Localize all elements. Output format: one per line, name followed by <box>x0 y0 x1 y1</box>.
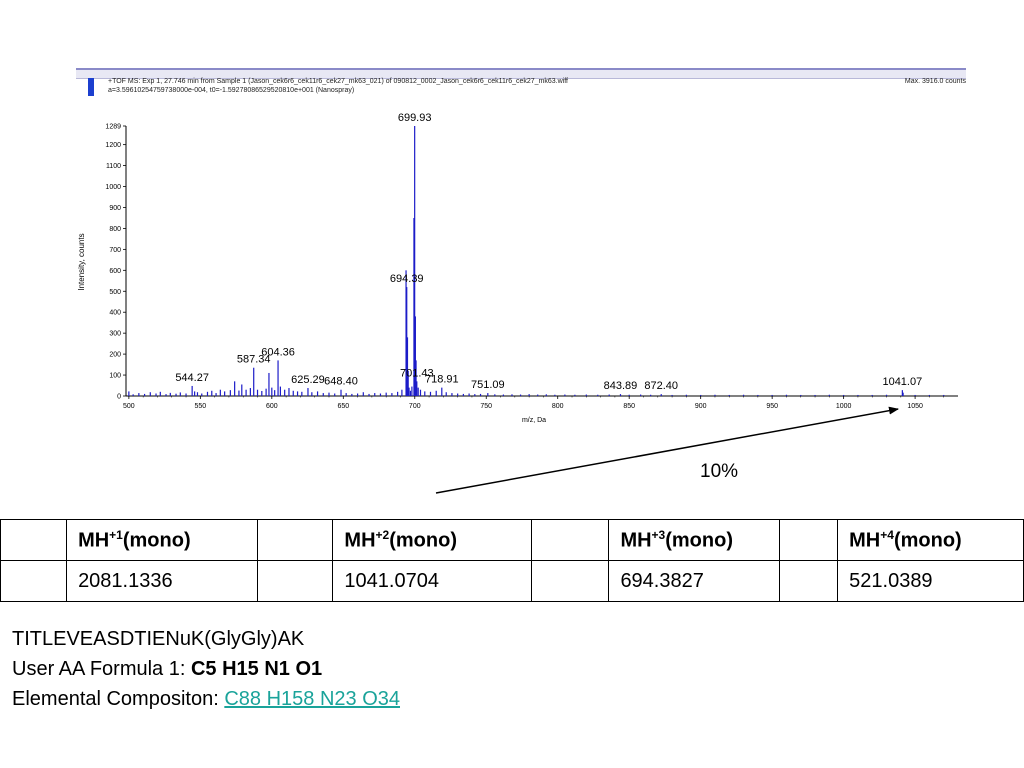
header-info-line-2: a=3.59610254759738000e-004, t0=-1.592780… <box>108 87 355 94</box>
formula-label: User AA Formula 1: <box>12 658 191 680</box>
peak-label: 751.09 <box>471 379 505 391</box>
header-max-counts: Max. 3916.0 counts <box>904 78 966 85</box>
peak-label: 604.36 <box>261 346 295 358</box>
y-tick-label: 200 <box>109 352 121 359</box>
y-tick-label: 1000 <box>105 184 121 191</box>
peak-label: 625.29 <box>291 374 325 386</box>
x-tick-label: 500 <box>123 403 135 410</box>
x-tick-label: 950 <box>766 403 778 410</box>
y-tick-label: 1200 <box>105 142 121 149</box>
formula-line: User AA Formula 1: C5 H15 N1 O1 <box>12 654 400 684</box>
peak-label: 699.93 <box>398 112 432 124</box>
table-header-mh4: MH+4(mono) <box>837 519 1024 561</box>
x-tick-label: 750 <box>480 403 492 410</box>
y-tick-label: 600 <box>109 268 121 275</box>
header-marker-icon <box>88 78 94 96</box>
y-tick-label: 500 <box>109 289 121 296</box>
x-tick-label: 700 <box>409 403 421 410</box>
y-tick-label: 700 <box>109 247 121 254</box>
table-cell-blank <box>530 560 610 602</box>
chart-axes: 0 100 200 300 400 500 600 700 800 900 1000 1100 1200… <box>105 124 958 410</box>
table-value-mh1: 2081.1336 <box>66 560 258 602</box>
y-tick-label: 400 <box>109 310 121 317</box>
mh-base: MH <box>344 529 376 552</box>
table-cell-blank <box>256 560 334 602</box>
formula-value: C5 H15 N1 O1 <box>190 658 323 680</box>
composition-link[interactable]: C88 H158 N23 O34 <box>224 688 400 710</box>
table-cell-blank <box>256 519 334 561</box>
charge-superscript: +1 <box>109 527 123 542</box>
x-tick-label: 1050 <box>907 403 923 410</box>
table-cell-blank <box>0 519 68 561</box>
table-cell-blank <box>0 560 68 602</box>
mh-suffix: (mono) <box>122 529 191 552</box>
x-tick-label: 600 <box>266 403 278 410</box>
table-row: 2081.1336 1041.0704 694.3827 521.0389 <box>0 560 1024 602</box>
table-header-mh3: MH+3(mono) <box>608 519 780 561</box>
peak-label: 1041.07 <box>882 376 922 388</box>
mh-base: MH <box>620 529 652 552</box>
charge-state-table: MH+1(mono) MH+2(mono) MH+3(mono) MH+4(mo… <box>0 519 1024 602</box>
header-info-line-1: +TOF MS: Exp 1, 27.746 min from Sample 1… <box>108 78 569 85</box>
mass-spectrum-chart: 0 100 200 300 400 500 600 700 800 900 1000 1100 1200… <box>77 112 958 424</box>
mh-suffix: (mono) <box>389 529 457 552</box>
table-cell-blank <box>778 560 839 602</box>
table-cell-blank <box>530 519 610 561</box>
peak-label: 648.40 <box>324 376 358 388</box>
peptide-notes: TITLEVEASDTIENuK(GlyGly)AK User AA Formu… <box>12 624 400 714</box>
table-value-mh3: 694.3827 <box>608 560 780 602</box>
composition-label: Elemental Compositon: <box>12 688 225 710</box>
peak-label: 718.91 <box>425 374 459 386</box>
charge-superscript: +3 <box>651 527 666 542</box>
mh-base: MH <box>849 529 881 552</box>
table-value-mh4: 521.0389 <box>837 560 1024 602</box>
y-tick-label: 300 <box>109 331 121 338</box>
charge-superscript: +4 <box>880 527 894 542</box>
x-tick-label: 1000 <box>836 403 852 410</box>
percent-label: 10% <box>700 461 739 482</box>
table-header-row: MH+1(mono) MH+2(mono) MH+3(mono) MH+4(mo… <box>0 519 1024 561</box>
y-tick-label: 100 <box>109 373 121 380</box>
peak-label: 843.89 <box>604 380 638 392</box>
peak-label: 587.34 <box>237 354 271 366</box>
table-value-mh2: 1041.0704 <box>332 560 532 602</box>
table-header-mh2: MH+2(mono) <box>332 519 532 561</box>
mh-suffix: (mono) <box>893 529 962 552</box>
table-header-mh1: MH+1(mono) <box>66 519 258 561</box>
y-tick-label: 1289 <box>105 124 121 131</box>
y-axis-label: Intensity, counts <box>77 233 86 290</box>
peak-label: 872.40 <box>644 380 678 392</box>
x-tick-label: 650 <box>337 403 349 410</box>
charge-superscript: +2 <box>375 527 390 542</box>
y-tick-label: 1100 <box>106 163 121 170</box>
peak-label: 701.43 <box>400 367 434 379</box>
composition-line: Elemental Compositon: C88 H158 N23 O34 <box>12 684 400 714</box>
x-tick-label: 550 <box>194 403 206 410</box>
peptide-sequence: TITLEVEASDTIENuK(GlyGly)AK <box>12 628 305 650</box>
arrow-line <box>435 406 899 494</box>
mh-suffix: (mono) <box>665 529 733 552</box>
header-title-bar <box>76 68 966 79</box>
mh-base: MH <box>78 529 110 552</box>
x-tick-label: 900 <box>695 403 707 410</box>
spectrum-header: +TOF MS: Exp 1, 27.746 min from Sample 1… <box>76 68 966 98</box>
chart-peaks <box>128 126 945 396</box>
y-tick-label: 900 <box>109 205 121 212</box>
x-axis-label: m/z, Da <box>522 417 546 424</box>
peak-label: 544.27 <box>175 372 209 384</box>
x-tick-label: 850 <box>623 403 635 410</box>
x-tick-label: 800 <box>552 403 564 410</box>
peak-label: 694.39 <box>390 273 424 285</box>
y-tick-label: 0 <box>117 394 121 401</box>
table-cell-blank <box>778 519 839 561</box>
y-tick-label: 800 <box>109 226 121 233</box>
